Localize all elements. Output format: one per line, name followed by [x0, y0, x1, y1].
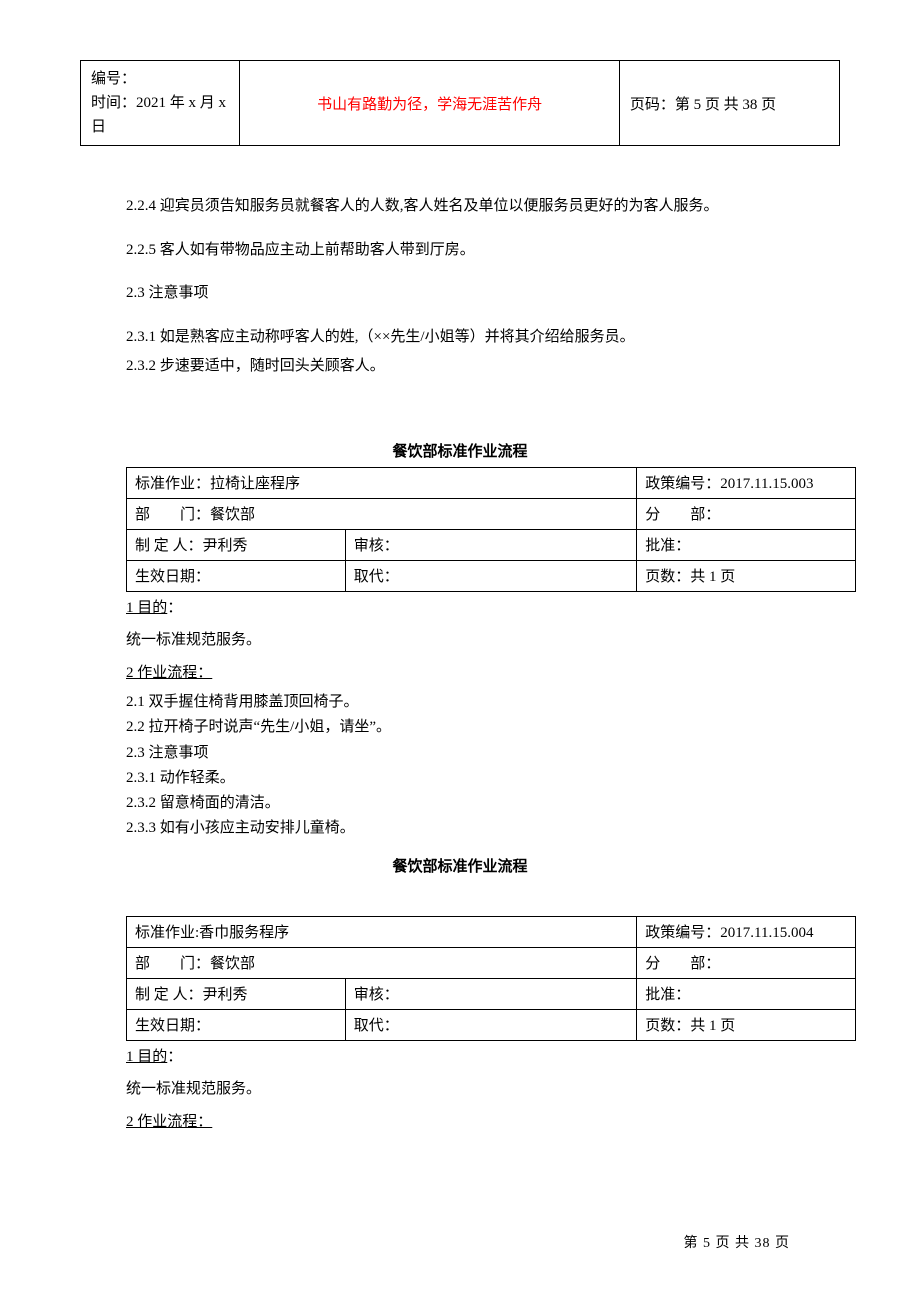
section-title-1: 餐饮部标准作业流程 — [80, 440, 840, 461]
t1-step-2-1: 2.1 双手握住椅背用膝盖顶回椅子。 — [126, 691, 840, 714]
t1-flow-steps: 2.1 双手握住椅背用膝盖顶回椅子。 2.2 拉开椅子时说声“先生/小姐，请坐”… — [126, 691, 840, 841]
t1-step-2-2: 2.2 拉开椅子时说声“先生/小姐，请坐”。 — [126, 716, 840, 739]
t2-flow-heading: 2 作业流程： — [126, 1108, 840, 1137]
header-left-cell: 编号： 时间：2021 年 x 月 x 日 — [81, 61, 240, 146]
para-2-3-1: 2.3.1 如是熟客应主动称呼客人的姓,（××先生/小姐等）并将其介绍给服务员。 — [126, 325, 840, 351]
header-page-info: 页码：第 5 页 共 38 页 — [619, 61, 839, 146]
after-table-2: 1 目的： 统一标准规范服务。 2 作业流程： — [126, 1043, 840, 1137]
t1-step-2-3-2: 2.3.2 留意椅面的清洁。 — [126, 792, 840, 815]
t1-step-2-3: 2.3 注意事项 — [126, 742, 840, 765]
para-2-3: 2.3 注意事项 — [126, 281, 840, 307]
para-2-3-2: 2.3.2 步速要适中，随时回头关顾客人。 — [126, 354, 840, 380]
t1-flow-heading: 2 作业流程： — [126, 659, 840, 688]
t1-replace: 取代： — [345, 560, 637, 591]
t2-pages: 页数：共 1 页 — [637, 1009, 856, 1040]
t1-effective: 生效日期： — [127, 560, 346, 591]
page-header-table: 编号： 时间：2021 年 x 月 x 日 书山有路勤为径，学海无涯苦作舟 页码… — [80, 60, 840, 146]
section-title-2: 餐饮部标准作业流程 — [80, 855, 840, 876]
body-paragraphs: 2.2.4 迎宾员须告知服务员就餐客人的人数,客人姓名及单位以便服务员更好的为客… — [126, 194, 840, 380]
t2-effective: 生效日期： — [127, 1009, 346, 1040]
after-table-1: 1 目的： 统一标准规范服务。 2 作业流程： — [126, 594, 840, 688]
t2-policy-no: 政策编号：2017.11.15.004 — [637, 916, 856, 947]
t2-author: 制 定 人：尹利秀 — [127, 978, 346, 1009]
t1-department: 部 门：餐饮部 — [127, 498, 637, 529]
t1-review: 审核： — [345, 529, 637, 560]
t1-division: 分 部： — [637, 498, 856, 529]
flow-table-1: 标准作业：拉椅让座程序 政策编号：2017.11.15.003 部 门：餐饮部 … — [126, 467, 856, 592]
t2-purpose-heading: 1 目的： — [126, 1043, 840, 1072]
document-page: 编号： 时间：2021 年 x 月 x 日 书山有路勤为径，学海无涯苦作舟 页码… — [0, 0, 920, 1302]
para-2-2-4: 2.2.4 迎宾员须告知服务员就餐客人的人数,客人姓名及单位以便服务员更好的为客… — [126, 194, 840, 220]
t2-department: 部 门：餐饮部 — [127, 947, 637, 978]
t2-purpose-text: 统一标准规范服务。 — [126, 1075, 840, 1104]
para-2-2-5: 2.2.5 客人如有带物品应主动上前帮助客人带到厅房。 — [126, 238, 840, 264]
t1-author: 制 定 人：尹利秀 — [127, 529, 346, 560]
t1-purpose-text: 统一标准规范服务。 — [126, 626, 840, 655]
t1-approve: 批准： — [637, 529, 856, 560]
t1-policy-no: 政策编号：2017.11.15.003 — [637, 467, 856, 498]
t1-purpose-heading: 1 目的： — [126, 594, 840, 623]
flow-table-2: 标准作业:香巾服务程序 政策编号：2017.11.15.004 部 门：餐饮部 … — [126, 916, 856, 1041]
header-date-label: 时间：2021 年 x 月 x 日 — [91, 95, 226, 135]
t2-replace: 取代： — [345, 1009, 637, 1040]
t2-standard-work: 标准作业:香巾服务程序 — [127, 916, 637, 947]
t1-step-2-3-3: 2.3.3 如有小孩应主动安排儿童椅。 — [126, 817, 840, 840]
t1-standard-work: 标准作业：拉椅让座程序 — [127, 467, 637, 498]
t2-review: 审核： — [345, 978, 637, 1009]
header-banner: 书山有路勤为径，学海无涯苦作舟 — [240, 61, 620, 146]
page-footer: 第 5 页 共 38 页 — [684, 1232, 791, 1252]
t2-division: 分 部： — [637, 947, 856, 978]
t1-step-2-3-1: 2.3.1 动作轻柔。 — [126, 767, 840, 790]
t1-pages: 页数：共 1 页 — [637, 560, 856, 591]
t2-approve: 批准： — [637, 978, 856, 1009]
header-serial-label: 编号： — [91, 71, 136, 87]
